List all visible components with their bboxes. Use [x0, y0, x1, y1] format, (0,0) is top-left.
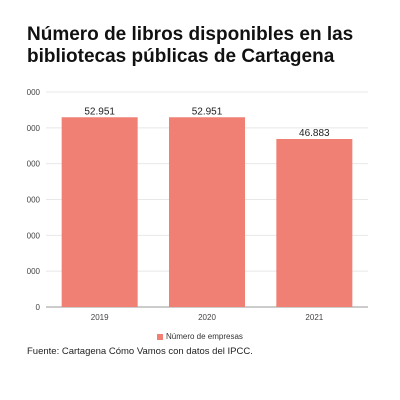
- bar: [61, 117, 138, 308]
- bar: [276, 139, 353, 307]
- y-tick-label: 000: [27, 124, 41, 133]
- legend-swatch: [157, 333, 163, 340]
- data-label: 52.951: [192, 106, 223, 117]
- x-tick-label: 2019: [91, 313, 109, 322]
- legend: Número de empresas: [157, 332, 243, 341]
- y-tick-label: 000: [27, 267, 41, 276]
- data-label: 52.951: [84, 106, 115, 117]
- y-tick-label: 000: [27, 88, 41, 97]
- chart-title: Número de libros disponibles en las bibl…: [27, 24, 354, 67]
- y-tick-label: 000: [27, 160, 41, 169]
- x-tick-label: 2021: [305, 313, 323, 322]
- source-note: Fuente: Cartagena Cómo Vamos con datos d…: [27, 346, 253, 357]
- data-label: 46.883: [299, 128, 330, 139]
- y-tick-label: 0: [36, 303, 41, 312]
- legend-label: Número de empresas: [166, 332, 243, 341]
- x-tick-label: 2020: [198, 313, 216, 322]
- bar: [169, 117, 245, 308]
- y-tick-label: 000: [27, 231, 41, 240]
- y-tick-label: 000: [27, 196, 41, 205]
